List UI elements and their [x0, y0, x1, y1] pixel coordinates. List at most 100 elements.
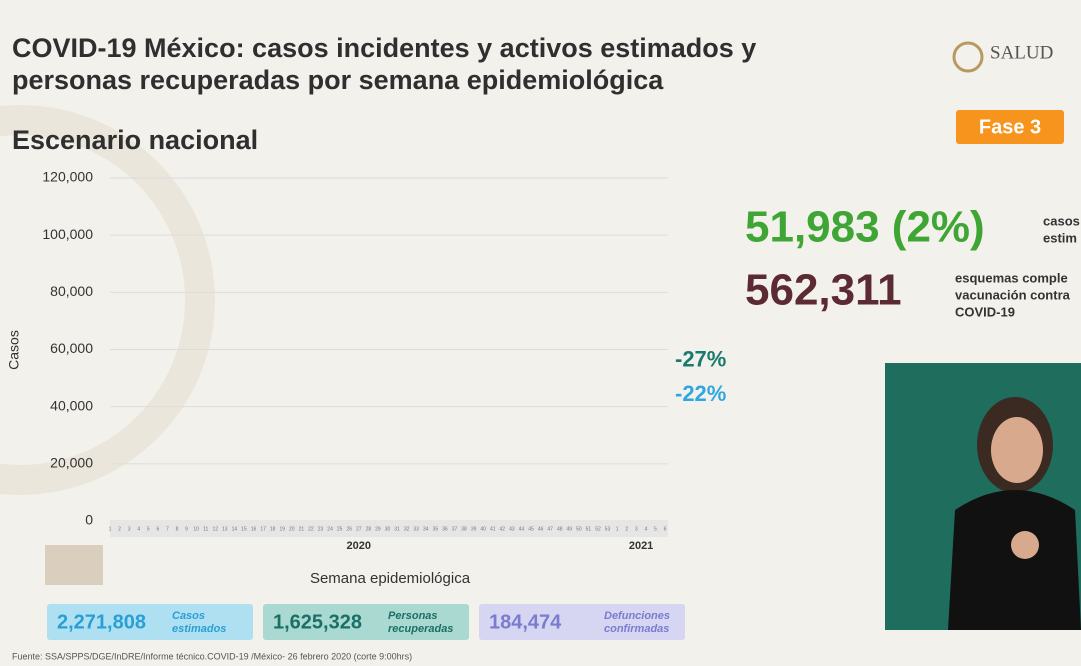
x-tick-label: 15 [241, 526, 247, 532]
x-tick-label: 52 [595, 526, 601, 532]
x-tick-label: 5 [147, 526, 150, 532]
summary-value: 2,271,808 [57, 611, 146, 633]
x-tick-label: 31 [394, 526, 400, 532]
x-group-label: 2021 [629, 540, 653, 552]
summary-label: Casos [172, 610, 205, 622]
y-tick-label: 120,000 [42, 169, 93, 185]
x-tick-label: 29 [375, 526, 381, 532]
title: personas recuperadas por semana epidemio… [12, 65, 664, 95]
x-tick-label: 6 [664, 526, 667, 532]
summary-value: 184,474 [489, 611, 562, 633]
x-tick-label: 48 [557, 526, 563, 532]
x-tick-label: 42 [500, 526, 506, 532]
end-label: -27% [675, 347, 726, 372]
x-tick-label: 1 [616, 526, 619, 532]
x-tick-label: 5 [654, 526, 657, 532]
x-tick-label: 12 [212, 526, 218, 532]
x-tick-label: 35 [433, 526, 439, 532]
x-tick-label: 20 [289, 526, 295, 532]
x-tick-label: 18 [270, 526, 276, 532]
x-tick-label: 16 [251, 526, 257, 532]
x-axis-label: Semana epidemiológica [310, 570, 471, 587]
small-logo [45, 545, 103, 585]
x-tick-label: 22 [308, 526, 314, 532]
x-tick-label: 4 [137, 526, 140, 532]
x-tick-label: 40 [480, 526, 486, 532]
x-tick-label: 9 [185, 526, 188, 532]
x-tick-label: 3 [635, 526, 638, 532]
x-tick-label: 28 [366, 526, 372, 532]
x-tick-label: 2 [118, 526, 121, 532]
x-tick-label: 3 [128, 526, 131, 532]
summary-box [47, 604, 253, 640]
x-tick-label: 25 [337, 526, 343, 532]
x-tick-label: 21 [299, 526, 305, 532]
x-tick-label: 50 [576, 526, 582, 532]
phase-text: Fase 3 [979, 116, 1041, 138]
x-tick-label: 39 [471, 526, 477, 532]
title: COVID-19 México: casos incidentes y acti… [12, 33, 756, 63]
x-tick-label: 26 [346, 526, 352, 532]
x-tick-label: 30 [385, 526, 391, 532]
x-tick-label: 24 [327, 526, 333, 532]
y-axis-label: Casos [6, 330, 22, 370]
summary-label: confirmadas [604, 623, 669, 635]
x-tick-label: 37 [452, 526, 458, 532]
x-tick-label: 33 [413, 526, 419, 532]
x-tick-label: 45 [528, 526, 534, 532]
stat-note: COVID-19 [955, 304, 1015, 319]
x-axis-band [110, 521, 668, 537]
logo-emblem [952, 41, 984, 73]
x-tick-label: 46 [538, 526, 544, 532]
x-tick-label: 10 [193, 526, 199, 532]
x-tick-label: 8 [176, 526, 179, 532]
interpreter-hand [1011, 531, 1039, 559]
summary-label: Defunciones [604, 610, 670, 622]
logo-text: SALUD [990, 42, 1053, 63]
phase-badge [956, 110, 1064, 144]
y-tick-label: 100,000 [42, 226, 93, 242]
x-tick-label: 38 [461, 526, 467, 532]
y-tick-label: 80,000 [50, 283, 93, 299]
x-tick-label: 53 [605, 526, 611, 532]
end-label: -22% [675, 381, 726, 406]
x-tick-label: 7 [166, 526, 169, 532]
stat-note: estim [1043, 230, 1077, 245]
x-tick-label: 34 [423, 526, 429, 532]
x-tick-label: 23 [318, 526, 324, 532]
x-tick-label: 13 [222, 526, 228, 532]
x-tick-label: 11 [203, 526, 208, 532]
x-tick-label: 41 [490, 526, 496, 532]
stat-note: esquemas comple [955, 270, 1068, 285]
x-tick-label: 47 [547, 526, 553, 532]
x-tick-label: 32 [404, 526, 410, 532]
x-tick-label: 43 [509, 526, 515, 532]
stat-value: 51,983 (2%) [745, 203, 985, 252]
y-tick-label: 60,000 [50, 340, 93, 356]
x-tick-label: 1 [109, 526, 112, 532]
summary-label: recuperadas [388, 623, 453, 635]
subtitle: Escenario nacional [12, 125, 258, 155]
x-group-label: 2020 [347, 540, 371, 552]
x-tick-label: 36 [442, 526, 448, 532]
stat-note: casos [1043, 213, 1080, 228]
x-tick-label: 19 [279, 526, 285, 532]
interpreter-body [948, 490, 1081, 630]
x-tick-label: 44 [519, 526, 525, 532]
stat-note: vacunación contra [955, 287, 1071, 302]
footer: Fuente: SSA/SPPS/DGE/InDRE/Informe técni… [12, 651, 412, 661]
x-tick-label: 27 [356, 526, 362, 532]
summary-label: Personas [388, 610, 438, 622]
x-tick-label: 49 [567, 526, 573, 532]
x-tick-label: 4 [644, 526, 647, 532]
summary-label: estimados [172, 623, 226, 635]
y-tick-label: 40,000 [50, 397, 93, 413]
interpreter-face [991, 417, 1043, 483]
summary-box [479, 604, 685, 640]
x-tick-label: 6 [156, 526, 159, 532]
x-tick-label: 17 [260, 526, 266, 532]
summary-value: 1,625,328 [273, 611, 362, 633]
y-tick-label: 20,000 [50, 455, 93, 471]
